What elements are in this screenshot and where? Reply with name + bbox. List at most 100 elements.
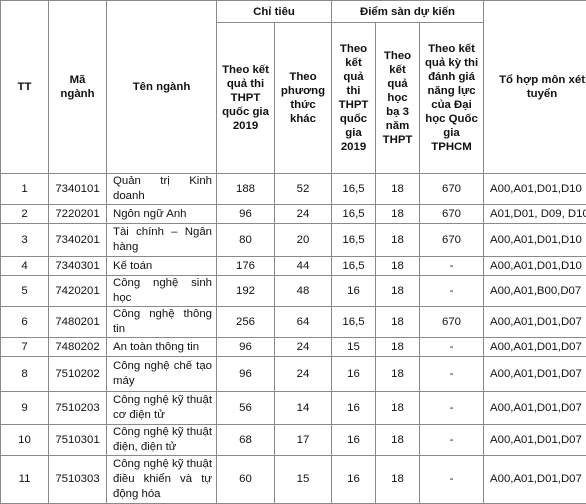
cell-chi-tieu-khac: 17: [275, 425, 332, 456]
cell-diem-hoc-ba: 18: [376, 257, 420, 276]
header-ten-nganh: Tên ngành: [107, 1, 217, 174]
cell-diem-nang-luc: -: [420, 257, 484, 276]
cell-ten-nganh: An toàn thông tin: [107, 338, 217, 357]
cell-diem-thpt: 16,5: [332, 307, 376, 338]
cell-tt: 11: [1, 456, 49, 504]
cell-chi-tieu-khac: 14: [275, 392, 332, 425]
cell-ten-nganh: Công nghệ chế tạo máy: [107, 357, 217, 392]
cell-diem-hoc-ba: 18: [376, 425, 420, 456]
table-row: 3 7340201 Tài chính – Ngân hàng 80 20 16…: [1, 224, 586, 257]
cell-diem-hoc-ba: 18: [376, 456, 420, 504]
cell-chi-tieu-thpt: 56: [217, 392, 275, 425]
cell-tt: 3: [1, 224, 49, 257]
cell-to-hop: A00,A01,D01,D07: [484, 307, 586, 338]
cell-to-hop: A00,A01,D01,D10: [484, 224, 586, 257]
cell-diem-hoc-ba: 18: [376, 174, 420, 205]
cell-diem-hoc-ba: 18: [376, 307, 420, 338]
cell-ma-nganh: 7340301: [49, 257, 107, 276]
cell-ma-nganh: 7480202: [49, 338, 107, 357]
cell-diem-nang-luc: 670: [420, 205, 484, 224]
cell-chi-tieu-thpt: 96: [217, 357, 275, 392]
cell-diem-thpt: 16: [332, 357, 376, 392]
cell-tt: 5: [1, 276, 49, 307]
cell-tt: 6: [1, 307, 49, 338]
cell-chi-tieu-thpt: 80: [217, 224, 275, 257]
cell-diem-thpt: 16: [332, 276, 376, 307]
cell-ten-nganh: Kế toán: [107, 257, 217, 276]
cell-tt: 4: [1, 257, 49, 276]
cell-ten-nganh: Công nghệ kỹ thuật điện, điện tử: [107, 425, 217, 456]
cell-to-hop: A00,A01,B00,D07: [484, 276, 586, 307]
cell-diem-hoc-ba: 18: [376, 276, 420, 307]
cell-ma-nganh: 7220201: [49, 205, 107, 224]
cell-chi-tieu-khac: 44: [275, 257, 332, 276]
cell-ma-nganh: 7340101: [49, 174, 107, 205]
cell-tt: 1: [1, 174, 49, 205]
table-row: 6 7480201 Công nghệ thông tin 256 64 16,…: [1, 307, 586, 338]
cell-diem-nang-luc: -: [420, 276, 484, 307]
cell-tt: 10: [1, 425, 49, 456]
cell-to-hop: A00,A01,D01,D07: [484, 456, 586, 504]
cell-diem-thpt: 16,5: [332, 224, 376, 257]
cell-to-hop: A01,D01, D09, D10: [484, 205, 586, 224]
header-ma-nganh: Mã ngành: [49, 1, 107, 174]
table-row: 2 7220201 Ngôn ngữ Anh 96 24 16,5 18 670…: [1, 205, 586, 224]
cell-diem-nang-luc: 670: [420, 224, 484, 257]
cell-tt: 9: [1, 392, 49, 425]
header-diem-san: Điểm sàn dự kiến: [332, 1, 484, 23]
header-diem-hoc-ba: Theo kết quả học bạ 3 năm THPT: [376, 23, 420, 174]
header-chi-tieu-khac: Theo phương thức khác: [275, 23, 332, 174]
cell-chi-tieu-khac: 20: [275, 224, 332, 257]
cell-to-hop: A00,A01,D01,D07: [484, 425, 586, 456]
cell-ma-nganh: 7510303: [49, 456, 107, 504]
cell-chi-tieu-thpt: 60: [217, 456, 275, 504]
cell-diem-thpt: 16: [332, 456, 376, 504]
cell-diem-nang-luc: -: [420, 392, 484, 425]
cell-ma-nganh: 7480201: [49, 307, 107, 338]
cell-tt: 7: [1, 338, 49, 357]
cell-tt: 2: [1, 205, 49, 224]
cell-chi-tieu-thpt: 68: [217, 425, 275, 456]
cell-ten-nganh: Ngôn ngữ Anh: [107, 205, 217, 224]
header-row-top: TT Mã ngành Tên ngành Chỉ tiêu Điểm sàn …: [1, 1, 586, 23]
header-tt: TT: [1, 1, 49, 174]
cell-ma-nganh: 7510301: [49, 425, 107, 456]
cell-to-hop: A00,A01,D01,D07: [484, 338, 586, 357]
cell-diem-nang-luc: -: [420, 425, 484, 456]
cell-chi-tieu-khac: 52: [275, 174, 332, 205]
cell-ma-nganh: 7510203: [49, 392, 107, 425]
cell-chi-tieu-thpt: 256: [217, 307, 275, 338]
header-diem-nang-luc: Theo kết quả kỳ thi đánh giá năng lực củ…: [420, 23, 484, 174]
header-to-hop: Tổ hợp môn xét tuyển: [484, 1, 586, 174]
cell-diem-thpt: 16,5: [332, 257, 376, 276]
header-diem-thpt: Theo kết quả thi THPT quốc gia 2019: [332, 23, 376, 174]
cell-chi-tieu-thpt: 192: [217, 276, 275, 307]
cell-chi-tieu-thpt: 188: [217, 174, 275, 205]
cell-ma-nganh: 7340201: [49, 224, 107, 257]
cell-ten-nganh: Công nghệ thông tin: [107, 307, 217, 338]
cell-chi-tieu-khac: 24: [275, 357, 332, 392]
cell-to-hop: A00,A01,D01,D07: [484, 392, 586, 425]
cell-chi-tieu-khac: 64: [275, 307, 332, 338]
cell-chi-tieu-khac: 24: [275, 338, 332, 357]
table-row: 7 7480202 An toàn thông tin 96 24 15 18 …: [1, 338, 586, 357]
cell-chi-tieu-thpt: 176: [217, 257, 275, 276]
cell-diem-hoc-ba: 18: [376, 224, 420, 257]
cell-diem-hoc-ba: 18: [376, 357, 420, 392]
cell-diem-hoc-ba: 18: [376, 338, 420, 357]
cell-chi-tieu-khac: 48: [275, 276, 332, 307]
cell-diem-hoc-ba: 18: [376, 392, 420, 425]
table-row: 1 7340101 Quản trị Kinh doanh 188 52 16,…: [1, 174, 586, 205]
cell-diem-nang-luc: -: [420, 338, 484, 357]
table-row: 4 7340301 Kế toán 176 44 16,5 18 - A00,A…: [1, 257, 586, 276]
cell-ten-nganh: Công nghệ kỹ thuật điều khiển và tự động…: [107, 456, 217, 504]
cell-diem-nang-luc: -: [420, 456, 484, 504]
cell-ten-nganh: Quản trị Kinh doanh: [107, 174, 217, 205]
cell-diem-nang-luc: 670: [420, 174, 484, 205]
header-chi-tieu: Chỉ tiêu: [217, 1, 332, 23]
cell-chi-tieu-khac: 15: [275, 456, 332, 504]
cell-diem-thpt: 15: [332, 338, 376, 357]
cell-to-hop: A00,A01,D01,D10: [484, 257, 586, 276]
